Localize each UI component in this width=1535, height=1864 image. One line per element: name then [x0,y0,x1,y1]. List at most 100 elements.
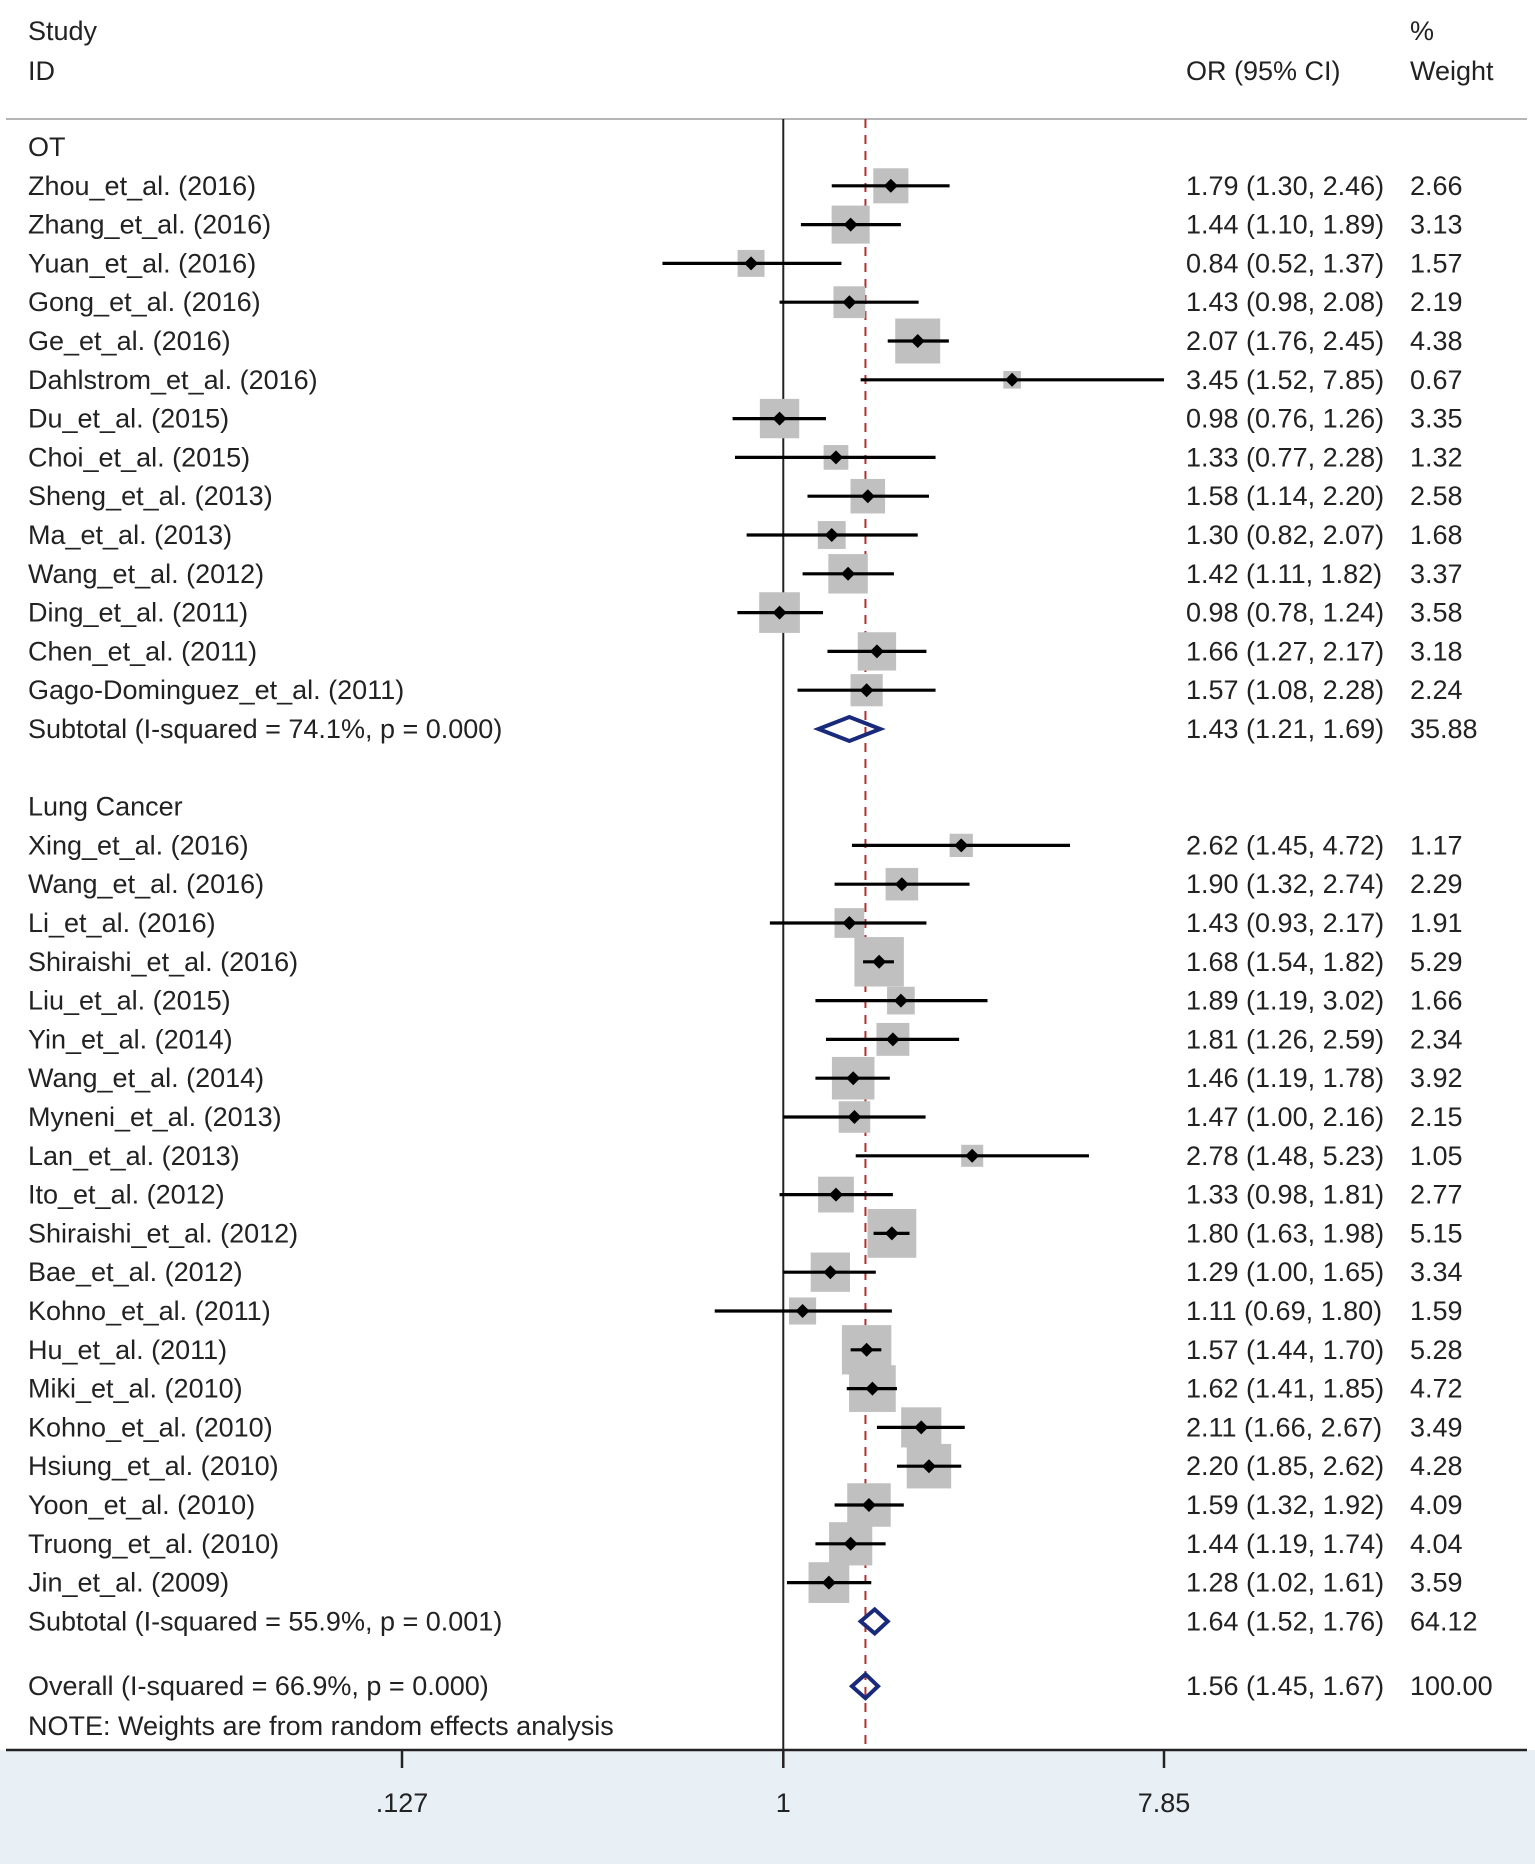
study-label: Wang_et_al. (2012) [28,559,264,589]
weight-value: 1.05 [1410,1141,1463,1171]
weight-value: 3.49 [1410,1412,1463,1442]
study-label: Yoon_et_al. (2010) [28,1490,255,1520]
weight-value: 4.38 [1410,326,1463,356]
weight-value: 3.18 [1410,636,1463,666]
study-label: Li_et_al. (2016) [28,908,216,938]
weight-value: 2.15 [1410,1102,1463,1132]
study-label: Du_et_al. (2015) [28,404,229,434]
point-estimate [841,566,856,581]
or-ci-value: 1.68 (1.54, 1.82) [1186,947,1384,977]
point-estimate [954,838,969,853]
overall-diamond [848,1671,881,1701]
or-ci-value: 1.29 (1.00, 1.65) [1186,1257,1384,1287]
point-estimate [872,954,887,969]
or-ci-value: 1.57 (1.44, 1.70) [1186,1335,1384,1365]
weight-value: 1.57 [1410,248,1463,278]
study-label: Hu_et_al. (2011) [28,1335,227,1365]
weight-value: 1.17 [1410,830,1463,860]
weight-value: 2.58 [1410,481,1463,511]
study-label: Zhou_et_al. (2016) [28,171,256,201]
weight-value: 3.58 [1410,598,1463,628]
or-ci-value: 0.98 (0.78, 1.24) [1186,598,1384,628]
subtotal-weight: 35.88 [1410,714,1478,744]
or-ci-value: 2.11 (1.66, 2.67) [1186,1412,1382,1442]
weight-value: 4.72 [1410,1374,1463,1404]
study-label: Zhang_et_al. (2016) [28,210,271,240]
study-label: Gago-Dominguez_et_al. (2011) [28,675,404,705]
point-estimate [843,217,858,232]
study-label: Ding_et_al. (2011) [28,598,248,628]
group-heading: OT [28,132,66,162]
header-or-ci: OR (95% CI) [1186,56,1341,86]
study-label: Dahlstrom_et_al. (2016) [28,365,318,395]
subtotal-diamond [812,714,886,744]
study-label: Chen_et_al. (2011) [28,636,257,666]
or-ci-value: 3.45 (1.52, 7.85) [1186,365,1384,395]
or-ci-value: 2.07 (1.76, 2.45) [1186,326,1384,356]
point-estimate [824,528,839,542]
weight-value: 2.24 [1410,675,1463,705]
or-ci-value: 1.62 (1.41, 1.85) [1186,1374,1384,1404]
or-ci-value: 1.58 (1.14, 2.20) [1186,481,1384,511]
footer-background [0,1750,1535,1864]
weight-value: 0.67 [1410,365,1463,395]
weight-value: 1.59 [1410,1296,1463,1326]
point-estimate [846,1071,861,1086]
or-ci-value: 1.28 (1.02, 1.61) [1186,1568,1384,1598]
overall-weight: 100.00 [1410,1671,1493,1701]
weight-value: 4.09 [1410,1490,1463,1520]
study-label: Lan_et_al. (2013) [28,1141,240,1171]
study-label: Bae_et_al. (2012) [28,1257,243,1287]
study-label: Yin_et_al. (2014) [28,1024,233,1054]
footnote: NOTE: Weights are from random effects an… [28,1711,614,1741]
study-label: Wang_et_al. (2016) [28,869,264,899]
subtotal-or-ci: 1.43 (1.21, 1.69) [1186,714,1384,744]
study-label: Sheng_et_al. (2013) [28,481,273,511]
study-label: Miki_et_al. (2010) [28,1374,243,1404]
point-estimate [828,1187,843,1202]
x-axis: .127 1 7.85 [376,1750,1190,1818]
weight-value: 5.29 [1410,947,1463,977]
point-estimate [894,877,909,892]
or-ci-value: 1.59 (1.32, 1.92) [1186,1490,1384,1520]
weight-value: 1.66 [1410,986,1463,1016]
subtotal-label: Subtotal (I-squared = 74.1%, p = 0.000) [28,714,502,744]
or-ci-value: 1.57 (1.08, 2.28) [1186,675,1384,705]
study-label: Myneni_et_al. (2013) [28,1102,282,1132]
or-ci-value: 1.30 (0.82, 2.07) [1186,520,1384,550]
point-estimate [884,1226,899,1241]
point-estimate [859,683,874,698]
study-label: Ge_et_al. (2016) [28,326,231,356]
weight-value: 2.66 [1410,171,1463,201]
or-ci-value: 1.33 (0.77, 2.28) [1186,442,1384,472]
or-ci-value: 0.84 (0.52, 1.37) [1186,248,1384,278]
or-ci-value: 2.78 (1.48, 5.23) [1186,1141,1384,1171]
or-ci-value: 1.43 (0.93, 2.17) [1186,908,1384,938]
or-ci-value: 1.89 (1.19, 3.02) [1186,986,1384,1016]
study-label: Shiraishi_et_al. (2016) [28,947,298,977]
subtotal-or-ci: 1.64 (1.52, 1.76) [1186,1606,1384,1636]
study-label: Xing_et_al. (2016) [28,830,249,860]
point-estimate [914,1420,929,1435]
point-estimate [772,605,787,620]
x-tick-label: .127 [376,1788,429,1818]
point-estimate [1005,372,1020,387]
point-estimate [821,1575,836,1590]
point-estimate [828,450,843,465]
point-estimate [842,916,857,930]
weight-value: 2.29 [1410,869,1463,899]
study-label: Kohno_et_al. (2010) [28,1412,273,1442]
subtotal-weight: 64.12 [1410,1606,1478,1636]
point-estimate [885,1032,900,1047]
point-estimate [965,1148,980,1163]
subtotal-diamond [857,1606,891,1637]
point-estimate [883,178,898,193]
header-weight: Weight [1410,56,1494,86]
weight-value: 1.91 [1410,908,1463,938]
overall-label: Overall (I-squared = 66.9%, p = 0.000) [28,1671,489,1701]
study-label: Kohno_et_al. (2011) [28,1296,271,1326]
or-ci-value: 1.81 (1.26, 2.59) [1186,1024,1384,1054]
weight-value: 5.15 [1410,1218,1463,1248]
or-ci-value: 1.80 (1.63, 1.98) [1186,1218,1384,1248]
